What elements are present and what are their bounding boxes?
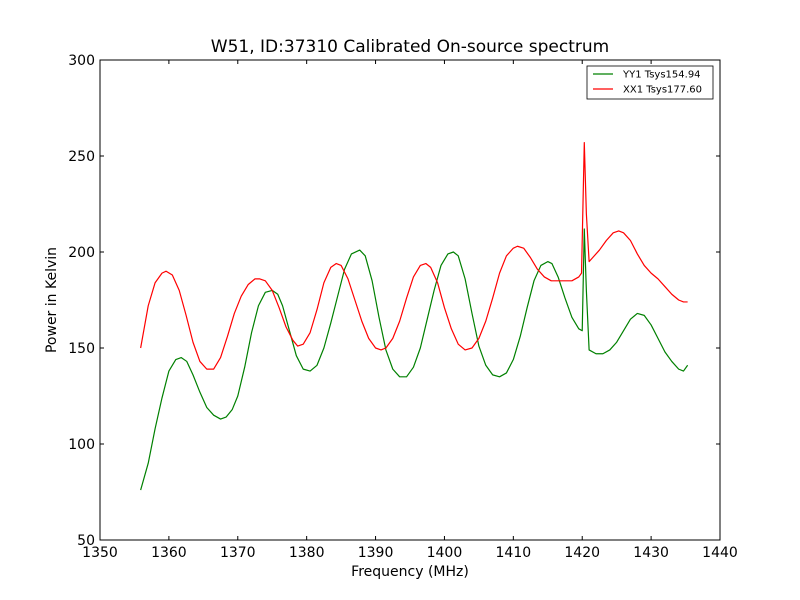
x-tick-label: 1440 [702,545,738,561]
plot-area [100,60,720,540]
y-tick-label: 150 [68,341,95,357]
x-tick-label: 1350 [82,545,118,561]
x-axis-label: Frequency (MHz) [351,564,469,580]
x-tick-label: 1400 [427,545,463,561]
series-line-0 [140,228,689,491]
y-tick-label: 250 [68,149,95,165]
x-tick-label: 1360 [151,545,187,561]
legend-label-yy1: YY1 Tsys154.94 [622,70,701,81]
series-layer [140,141,689,491]
chart-title: W51, ID:37310 Calibrated On-source spect… [211,37,609,57]
plot-frame [99,59,721,541]
y-axis-label: Power in Kelvin [44,247,60,353]
series-line-1 [140,141,688,370]
y-tick-label: 100 [68,437,95,453]
y-tick-label: 50 [77,533,95,549]
legend: YY1 Tsys154.94 XX1 Tsys177.60 [586,65,714,100]
y-tick-label: 200 [68,245,95,261]
x-tick-label: 1430 [633,545,669,561]
legend-label-xx1: XX1 Tsys177.60 [623,85,702,96]
legend-box [586,65,714,100]
ticks-layer: 1350 1360 1370 1380 1390 1400 1410 1420 1430 1440… [68,53,738,561]
x-tick-label: 1390 [358,545,394,561]
y-tick-label: 300 [68,53,95,69]
x-tick-label: 1420 [564,545,600,561]
x-tick-label: 1380 [289,545,325,561]
x-tick-label: 1410 [496,545,532,561]
x-tick-label: 1370 [220,545,256,561]
